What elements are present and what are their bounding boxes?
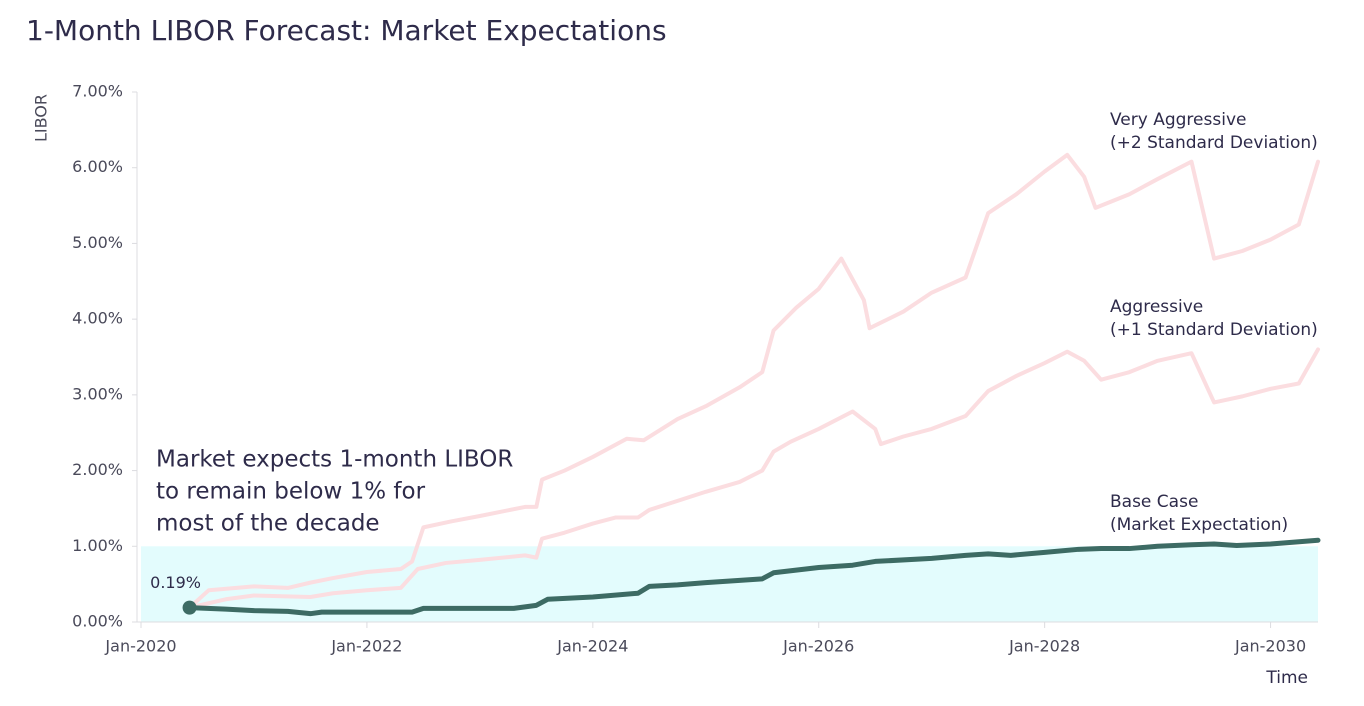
x-tick-label: Jan-2024 [556,637,628,656]
series-line [187,347,1320,610]
series-label: Aggressive [1110,297,1203,317]
annotation: to remain below 1% for [156,479,426,505]
y-tick-label: 5.00% [72,233,123,252]
series-label-detail: (+2 Standard Deviation) [1110,133,1318,153]
series-label: Base Case [1110,492,1198,512]
x-tick-label: Jan-2030 [1234,637,1306,656]
y-tick-label: 6.00% [72,157,123,176]
series-label-detail: (Market Expectation) [1110,515,1288,535]
value-label: 0.19% [150,573,201,592]
y-tick-label: 0.00% [72,612,123,631]
series-line [187,152,1320,610]
x-tick-label: Jan-2020 [104,637,176,656]
series-label: Very Aggressive [1110,110,1246,130]
y-tick-label: 4.00% [72,309,123,328]
series-label-detail: (+1 Standard Deviation) [1110,320,1318,340]
start-point [182,600,197,615]
y-tick-label: 1.00% [72,536,123,555]
annotation: Market expects 1-month LIBOR [156,447,513,473]
x-tick-label: Jan-2022 [330,637,402,656]
target-band [141,546,1318,622]
y-tick-label: 2.00% [72,460,123,479]
annotation: most of the decade [156,511,380,537]
x-axis-label: Time [1265,668,1308,688]
series-line [187,537,1321,617]
x-tick-label: Jan-2026 [782,637,854,656]
y-axis-label: LIBOR [32,94,51,142]
x-tick-label: Jan-2028 [1008,637,1080,656]
chart-title: 1-Month LIBOR Forecast: Market Expectati… [26,14,667,47]
y-tick-label: 7.00% [72,82,123,101]
y-tick-label: 3.00% [72,384,123,403]
